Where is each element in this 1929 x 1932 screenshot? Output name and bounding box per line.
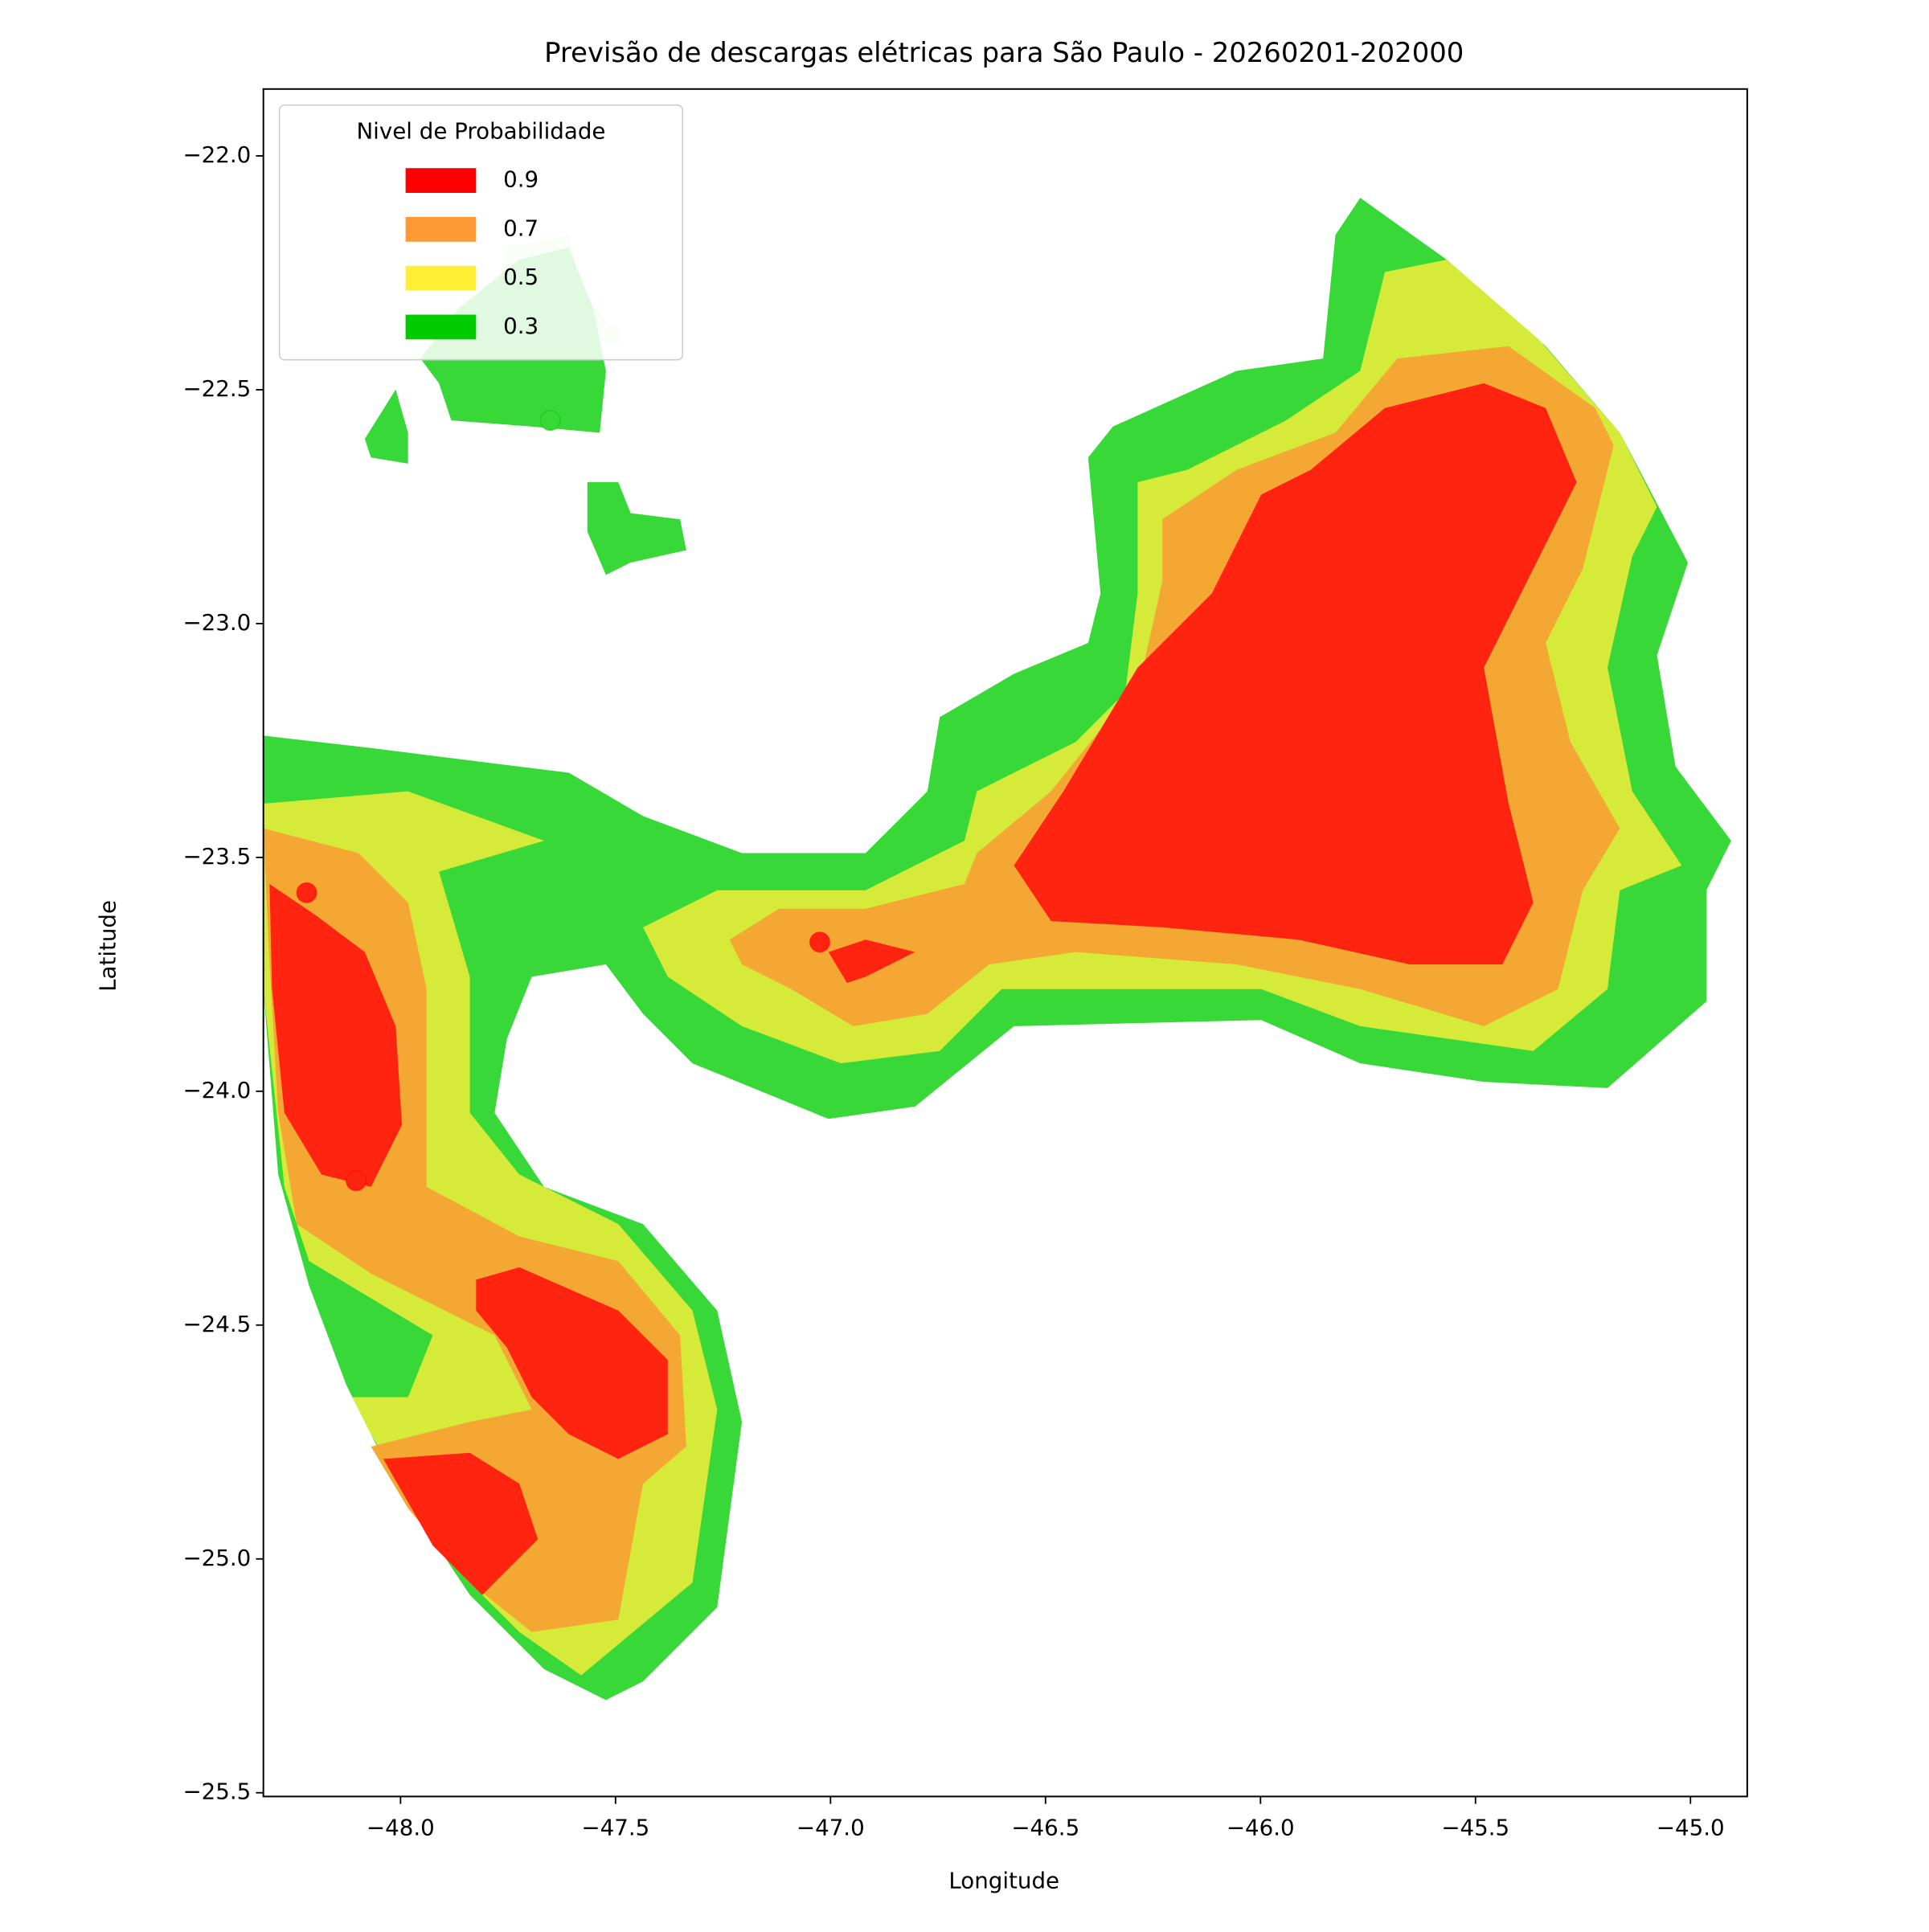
station-marker bbox=[346, 1170, 367, 1192]
legend-label: 0.3 bbox=[503, 313, 539, 339]
x-axis-label: Longitude bbox=[948, 1868, 1059, 1894]
y-tick-label: −25.0 bbox=[182, 1545, 251, 1571]
chart-title: Previsão de descargas elétricas para São… bbox=[544, 37, 1464, 68]
y-tick-label: −22.0 bbox=[182, 141, 251, 168]
y-axis-label: Latitude bbox=[94, 900, 121, 992]
station-marker bbox=[809, 931, 831, 953]
axes-frame bbox=[262, 88, 1748, 1798]
legend-box bbox=[278, 104, 683, 361]
legend-swatch bbox=[405, 217, 477, 242]
station-marker bbox=[296, 882, 317, 903]
x-tick-label: −45.5 bbox=[1441, 1814, 1509, 1840]
x-tick-label: −46.5 bbox=[1011, 1814, 1079, 1840]
contour-region bbox=[828, 939, 915, 984]
contour-region bbox=[364, 389, 408, 464]
legend-label: 0.7 bbox=[503, 215, 539, 241]
y-tick-label: −23.0 bbox=[182, 609, 251, 636]
contour-region bbox=[269, 884, 402, 1187]
station-marker bbox=[539, 410, 561, 432]
y-tick-label: −25.5 bbox=[182, 1779, 251, 1805]
x-tick-label: −46.0 bbox=[1227, 1814, 1295, 1840]
y-tick-label: −23.5 bbox=[182, 843, 251, 870]
contour-region bbox=[383, 1452, 539, 1595]
legend-swatch bbox=[405, 168, 477, 193]
x-tick-label: −47.0 bbox=[797, 1814, 865, 1840]
y-tick-label: −22.5 bbox=[182, 375, 251, 402]
y-tick-label: −24.5 bbox=[182, 1311, 251, 1337]
contour-region bbox=[587, 482, 686, 575]
legend-label: 0.9 bbox=[503, 166, 539, 193]
x-tick-label: −47.5 bbox=[581, 1814, 649, 1840]
contour-region bbox=[1014, 383, 1577, 964]
legend-title: Nivel de Probabilidade bbox=[356, 118, 605, 145]
x-tick-label: −45.0 bbox=[1657, 1814, 1725, 1840]
y-tick-label: −24.0 bbox=[182, 1077, 251, 1103]
contour-region bbox=[476, 1267, 668, 1459]
x-tick-label: −48.0 bbox=[367, 1814, 435, 1840]
legend-label: 0.5 bbox=[503, 264, 539, 290]
legend: Nivel de Probabilidade 0.9 0.7 0.5 0.3 bbox=[278, 104, 683, 361]
legend-swatch bbox=[405, 265, 477, 291]
legend-swatch bbox=[405, 314, 477, 340]
